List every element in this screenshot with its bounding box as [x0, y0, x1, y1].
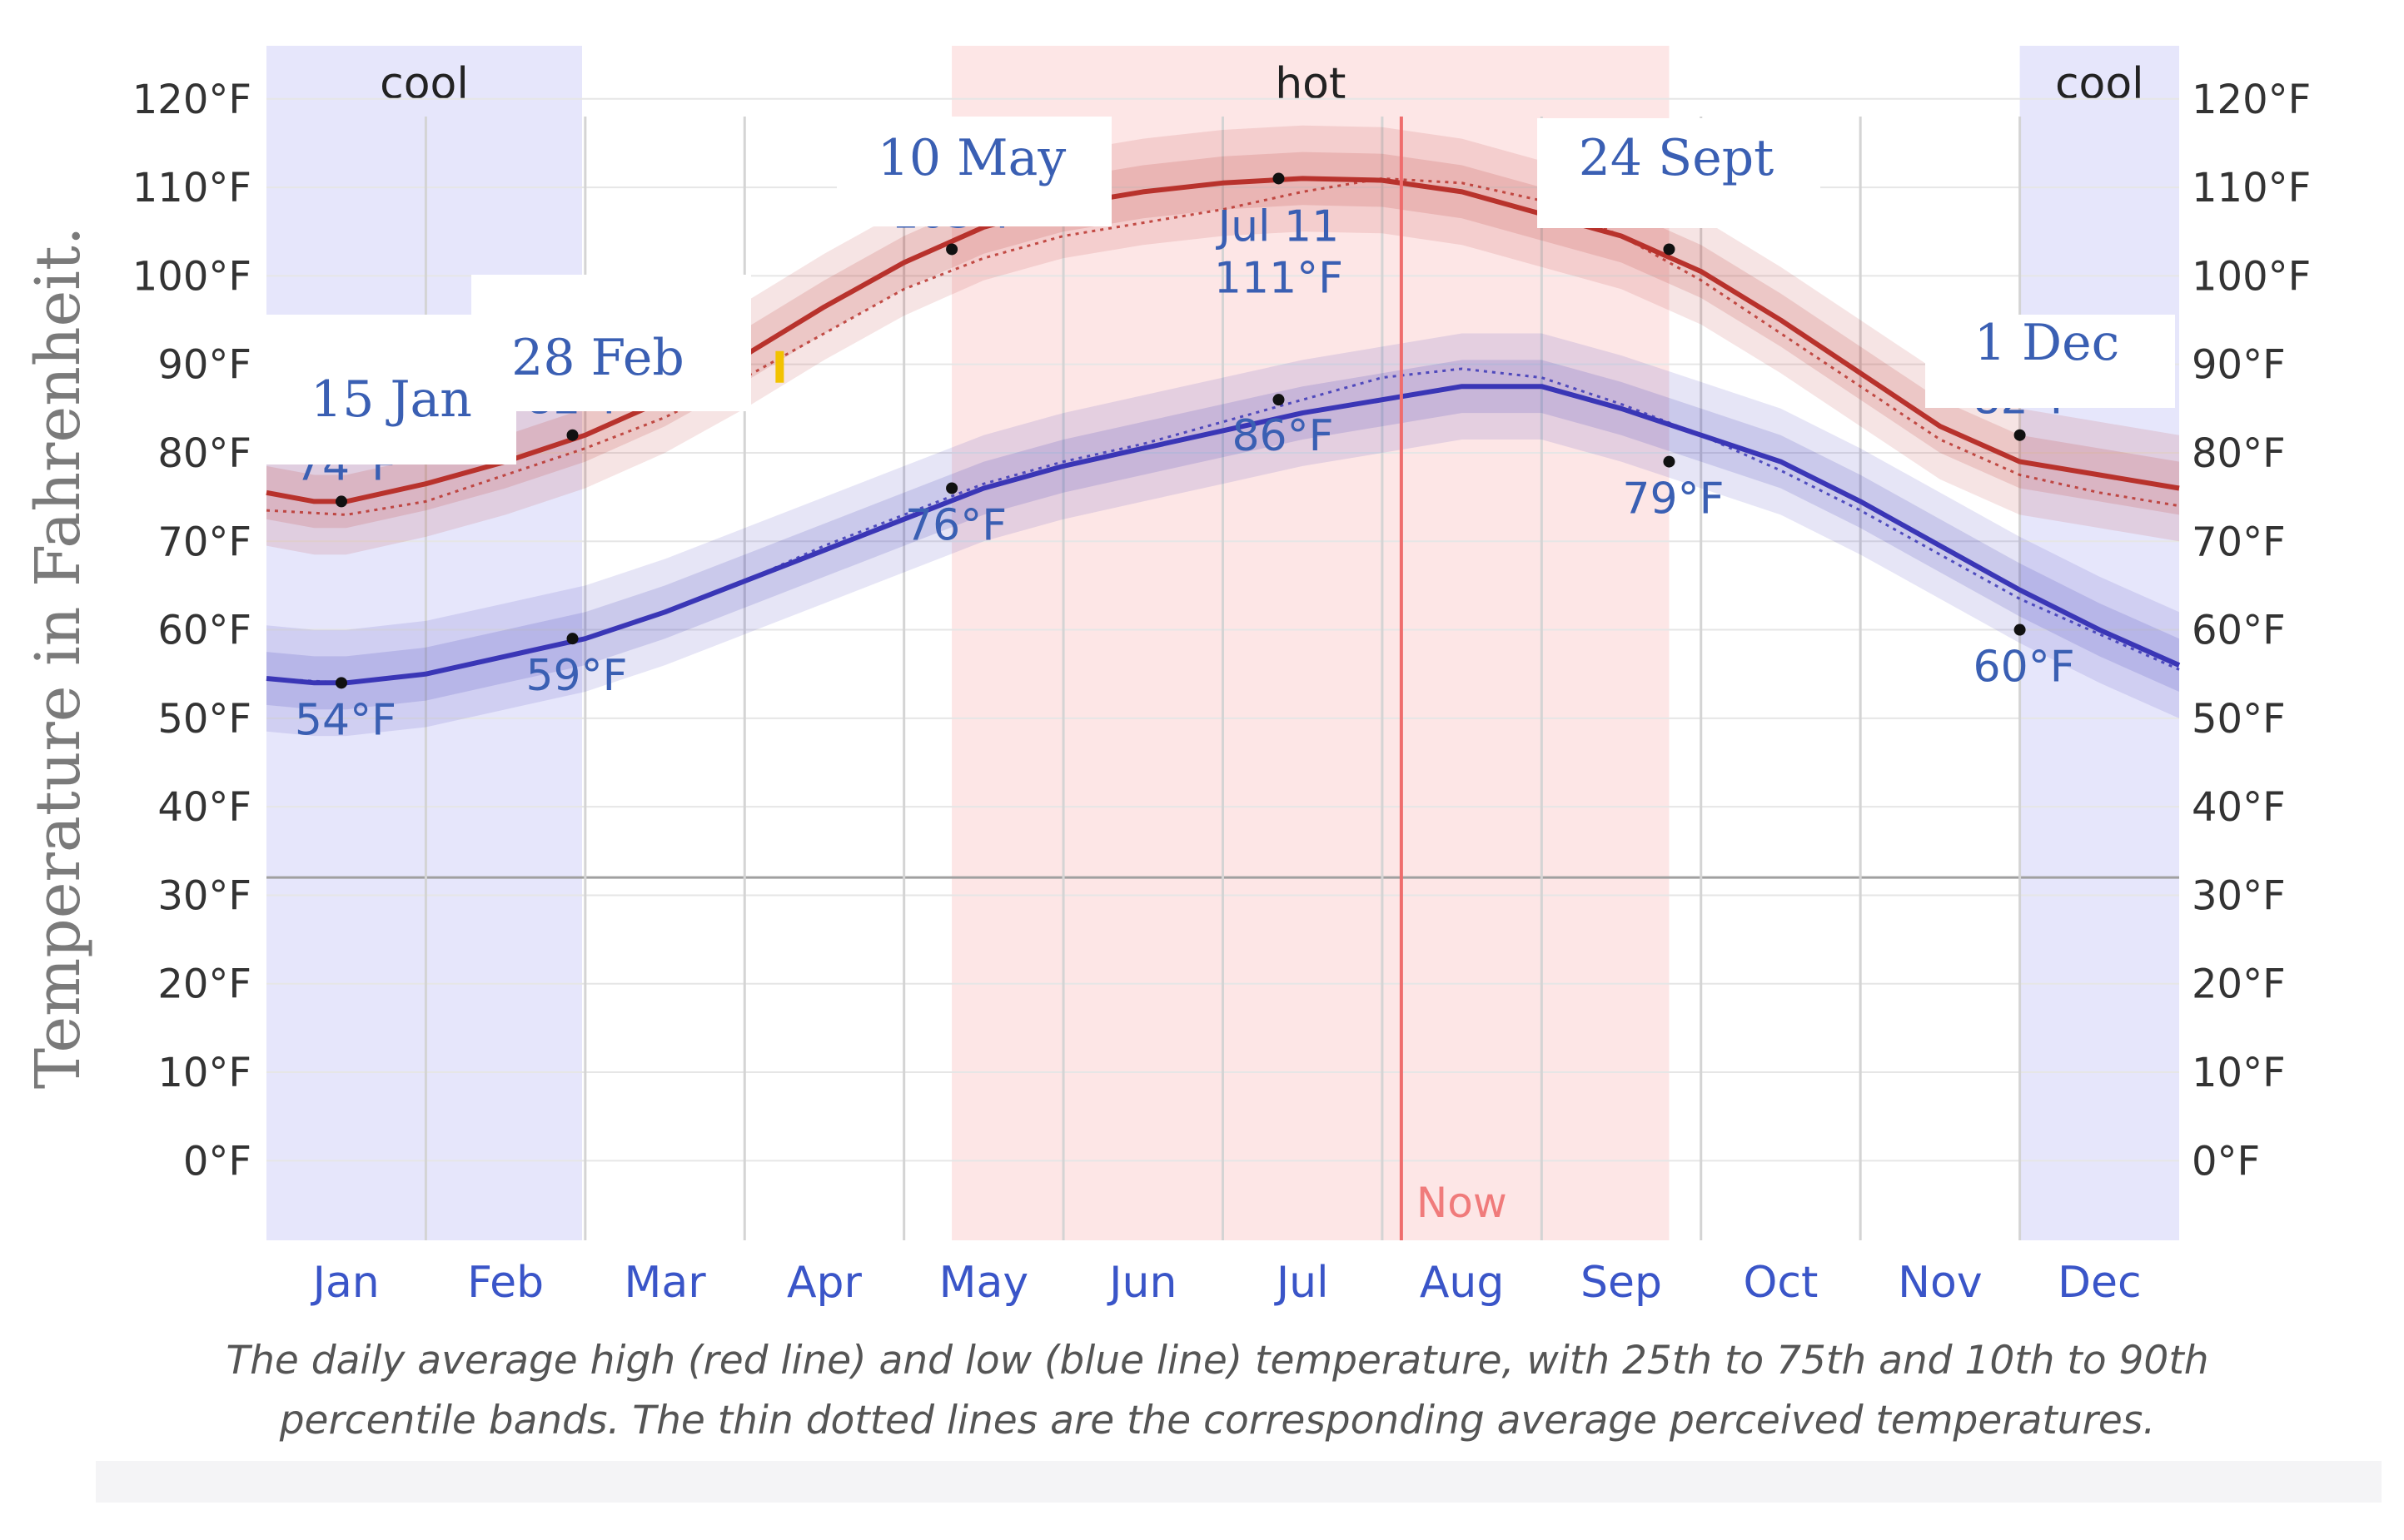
y-tick-label-right: 10°F — [2192, 1050, 2286, 1096]
perceived-high-line — [266, 176, 2180, 516]
y-tick-label-left: 120°F — [132, 77, 251, 123]
season-band-hot — [952, 46, 1670, 1240]
data-point-high — [1663, 243, 1675, 256]
y-tick-label-right: 40°F — [2192, 784, 2286, 831]
annotation-low-value: 60°F — [1973, 643, 2075, 693]
month-label-nov: Nov — [1898, 1258, 1983, 1308]
season-label-cool: cool — [380, 59, 469, 109]
y-axis-title: Temperature in Fahrenheit. — [22, 226, 94, 1089]
data-point-high — [946, 243, 958, 256]
month-label-sep: Sep — [1580, 1258, 1662, 1308]
y-tick-label-right: 110°F — [2192, 165, 2311, 211]
date-callout-label: 1 Dec — [1974, 314, 2119, 372]
y-tick-label-right: 70°F — [2192, 519, 2286, 565]
month-label-mar: Mar — [624, 1258, 706, 1308]
y-tick-label-right: 60°F — [2192, 608, 2286, 654]
annotation-low-value: 59°F — [525, 651, 627, 701]
month-label-jul: Jul — [1274, 1258, 1329, 1308]
month-label-may: May — [939, 1258, 1029, 1308]
month-label-apr: Apr — [787, 1258, 863, 1308]
date-callout-label: 15 Jan — [311, 370, 472, 429]
season-band-cool — [266, 46, 583, 1240]
date-callout-box — [1925, 315, 2175, 408]
month-label-jun: Jun — [1107, 1258, 1177, 1308]
average-high-line — [266, 176, 2180, 504]
band-25-75-high — [266, 152, 2179, 529]
date-callout-box — [1537, 118, 1820, 228]
y-tick-label-right: 80°F — [2192, 430, 2286, 477]
footer-strip — [96, 1461, 2382, 1503]
annotation-low-value: 54°F — [295, 695, 396, 745]
y-tick-label-right: 90°F — [2192, 342, 2286, 389]
y-tick-label-right: 50°F — [2192, 696, 2286, 743]
annotation-date: Jul 11 — [1216, 201, 1339, 251]
y-tick-label-left: 30°F — [157, 872, 251, 919]
data-point-low — [1272, 394, 1285, 406]
season-label-hot: hot — [1275, 59, 1346, 109]
annotation-low-value: 79°F — [1622, 474, 1724, 524]
y-tick-label-left: 90°F — [157, 342, 251, 389]
data-point-low — [1663, 455, 1675, 468]
month-label-oct: Oct — [1743, 1258, 1818, 1308]
season-label-cool: cool — [2055, 59, 2144, 109]
y-tick-label-left: 0°F — [183, 1138, 251, 1185]
y-tick-label-left: 70°F — [157, 519, 251, 565]
data-point-high — [566, 429, 579, 441]
data-point-low — [2013, 623, 2026, 636]
date-callout-box — [471, 275, 751, 411]
y-tick-label-left: 50°F — [157, 696, 251, 743]
month-label-dec: Dec — [2058, 1258, 2142, 1308]
y-tick-label-left: 40°F — [157, 784, 251, 831]
data-point-high — [1272, 172, 1285, 185]
date-callout-label: 24 Sept — [1579, 129, 1774, 187]
data-point-low — [946, 482, 958, 494]
y-tick-label-right: 20°F — [2192, 961, 2286, 1008]
y-tick-label-left: 80°F — [157, 430, 251, 477]
month-label-jan: Jan — [311, 1258, 380, 1308]
band-10-90-high — [266, 125, 2179, 555]
month-label-aug: Aug — [1420, 1258, 1505, 1308]
date-callout-label: 10 May — [878, 129, 1067, 187]
y-tick-label-left: 60°F — [157, 608, 251, 654]
y-tick-label-right: 0°F — [2192, 1138, 2260, 1185]
y-tick-label-left: 20°F — [157, 961, 251, 1008]
data-point-low — [566, 633, 579, 645]
y-tick-label-right: 120°F — [2192, 77, 2311, 123]
y-tick-label-left: 100°F — [132, 253, 251, 300]
y-tick-label-right: 30°F — [2192, 872, 2286, 919]
data-point-low — [335, 677, 347, 689]
y-tick-label-right: 100°F — [2192, 253, 2311, 300]
annotation-low-value: 76°F — [905, 500, 1007, 550]
marker-tick — [775, 350, 784, 383]
date-callout-box — [837, 117, 1112, 226]
caption-line-1: The daily average high (red line) and lo… — [226, 1338, 2208, 1384]
month-label-feb: Feb — [467, 1258, 544, 1308]
caption-line-2: percentile bands. The thin dotted lines … — [279, 1398, 2156, 1443]
date-callout-label: 28 Feb — [511, 329, 684, 387]
data-point-high — [335, 495, 347, 508]
y-tick-label-left: 110°F — [132, 165, 251, 211]
data-point-high — [2013, 429, 2026, 441]
annotation-low-value: 86°F — [1232, 411, 1333, 461]
annotation-high-value: 111°F — [1214, 253, 1343, 303]
average-low-line — [266, 384, 2181, 686]
y-tick-label-left: 10°F — [157, 1050, 251, 1096]
band-25-75-low — [266, 360, 2179, 710]
season-band-cool — [2019, 46, 2179, 1240]
now-label: Now — [1416, 1179, 1507, 1227]
